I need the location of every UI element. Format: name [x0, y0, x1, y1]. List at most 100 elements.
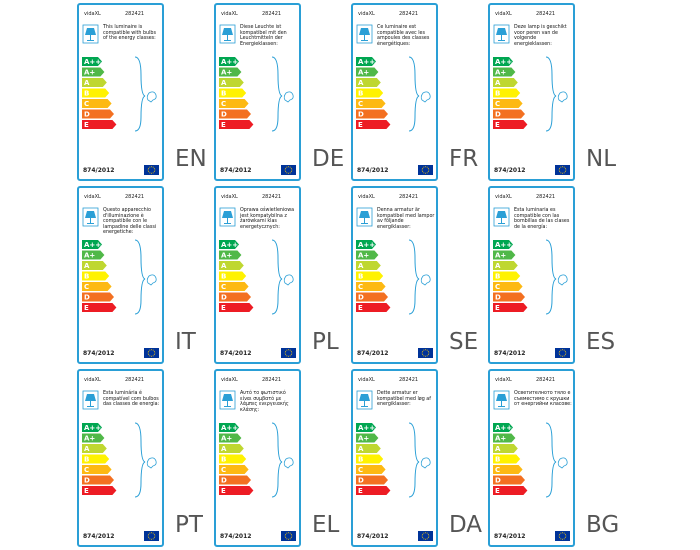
class-letter: A+ — [84, 252, 95, 260]
lamp-icon — [496, 394, 507, 407]
class-arrow — [82, 120, 117, 129]
eu-star — [559, 354, 561, 356]
eu-star — [288, 172, 289, 174]
model-number: 282421 — [399, 377, 419, 383]
bulb-icon — [420, 457, 431, 469]
energy-label: vidaXL 282421 Oprawa oświetleniowa jest ko… — [214, 186, 301, 364]
eu-star — [423, 538, 425, 540]
eu-star — [423, 349, 425, 351]
class-arrow — [82, 109, 114, 119]
eu-star — [152, 538, 154, 540]
eu-star — [559, 537, 561, 539]
class-letter: B — [495, 90, 500, 98]
eu-star — [426, 172, 428, 174]
class-arrow — [493, 444, 518, 453]
language-code: NL — [586, 146, 617, 172]
class-letter: D — [495, 294, 501, 302]
eu-star — [285, 171, 287, 173]
eu-star — [289, 349, 291, 351]
class-arrow — [493, 423, 513, 432]
class-arrow — [82, 88, 110, 98]
class-letter: A — [84, 262, 90, 270]
eu-star — [559, 167, 561, 169]
class-arrow — [82, 67, 105, 77]
model-number: 282421 — [262, 11, 282, 17]
model-number: 282421 — [536, 377, 556, 383]
class-arrow — [219, 423, 239, 432]
bracket — [408, 56, 420, 132]
class-arrow — [82, 433, 105, 443]
class-letter: D — [84, 294, 90, 302]
class-arrow — [493, 57, 513, 66]
regulation: 874/2012 — [357, 167, 389, 174]
class-arrow — [219, 240, 239, 249]
eu-star — [563, 355, 565, 357]
class-letter: A+ — [358, 435, 369, 443]
class-arrow — [219, 465, 249, 474]
eu-star — [288, 349, 289, 351]
brand: vidaXL — [221, 11, 238, 17]
class-letter: A+ — [221, 435, 232, 443]
class-letter: C — [358, 100, 363, 108]
eu-star — [148, 171, 150, 173]
class-arrow — [219, 444, 244, 453]
energy-label: vidaXL 282421 Denna armatur är kompatibel … — [351, 186, 438, 364]
eu-star — [284, 352, 286, 354]
class-arrow — [493, 240, 513, 249]
energy-label: vidaXL 282421 Esta luminaria es compatible… — [488, 186, 575, 364]
lamp-icon — [359, 394, 370, 407]
eu-star — [558, 169, 560, 171]
eu-star — [285, 167, 287, 169]
eu-star — [285, 354, 287, 356]
class-arrow — [493, 433, 516, 443]
eu-star — [288, 355, 289, 357]
eu-star — [425, 355, 426, 357]
bracket — [271, 56, 283, 132]
eu-star — [425, 532, 426, 534]
class-letter: A++ — [495, 58, 512, 66]
class-arrow — [493, 250, 516, 260]
class-letter: E — [84, 487, 89, 495]
eu-star — [151, 532, 152, 534]
eu-star — [148, 533, 150, 535]
eu-star — [560, 349, 562, 351]
eu-star — [147, 169, 149, 171]
eu-star — [427, 533, 429, 535]
eu-star — [560, 172, 562, 174]
class-letter: D — [221, 477, 227, 485]
class-arrow — [356, 282, 386, 291]
class-arrow — [219, 261, 244, 270]
class-arrow — [493, 99, 523, 108]
eu-star — [154, 352, 156, 354]
class-arrow — [493, 454, 521, 464]
eu-star — [291, 352, 293, 354]
bulb-icon — [283, 457, 294, 469]
eu-flag — [555, 348, 570, 358]
class-letter: D — [358, 477, 364, 485]
eu-flag — [144, 165, 159, 175]
model-number: 282421 — [262, 377, 282, 383]
class-letter: E — [495, 487, 500, 495]
eu-star — [560, 166, 562, 168]
class-arrow — [82, 271, 110, 281]
class-letter: A+ — [221, 252, 232, 260]
eu-star — [149, 538, 151, 540]
class-arrow — [82, 292, 114, 302]
bracket — [271, 422, 283, 498]
class-arrow — [356, 475, 388, 485]
eu-star — [289, 532, 291, 534]
model-number: 282421 — [536, 11, 556, 17]
class-letter: A — [221, 79, 227, 87]
class-letter: A++ — [84, 58, 101, 66]
eu-star — [564, 533, 566, 535]
eu-star — [151, 538, 152, 540]
eu-star — [565, 352, 567, 354]
class-arrow — [219, 99, 249, 108]
class-arrow — [493, 67, 516, 77]
class-letter: D — [84, 111, 90, 119]
bulb-icon — [420, 274, 431, 286]
class-arrow — [356, 57, 376, 66]
